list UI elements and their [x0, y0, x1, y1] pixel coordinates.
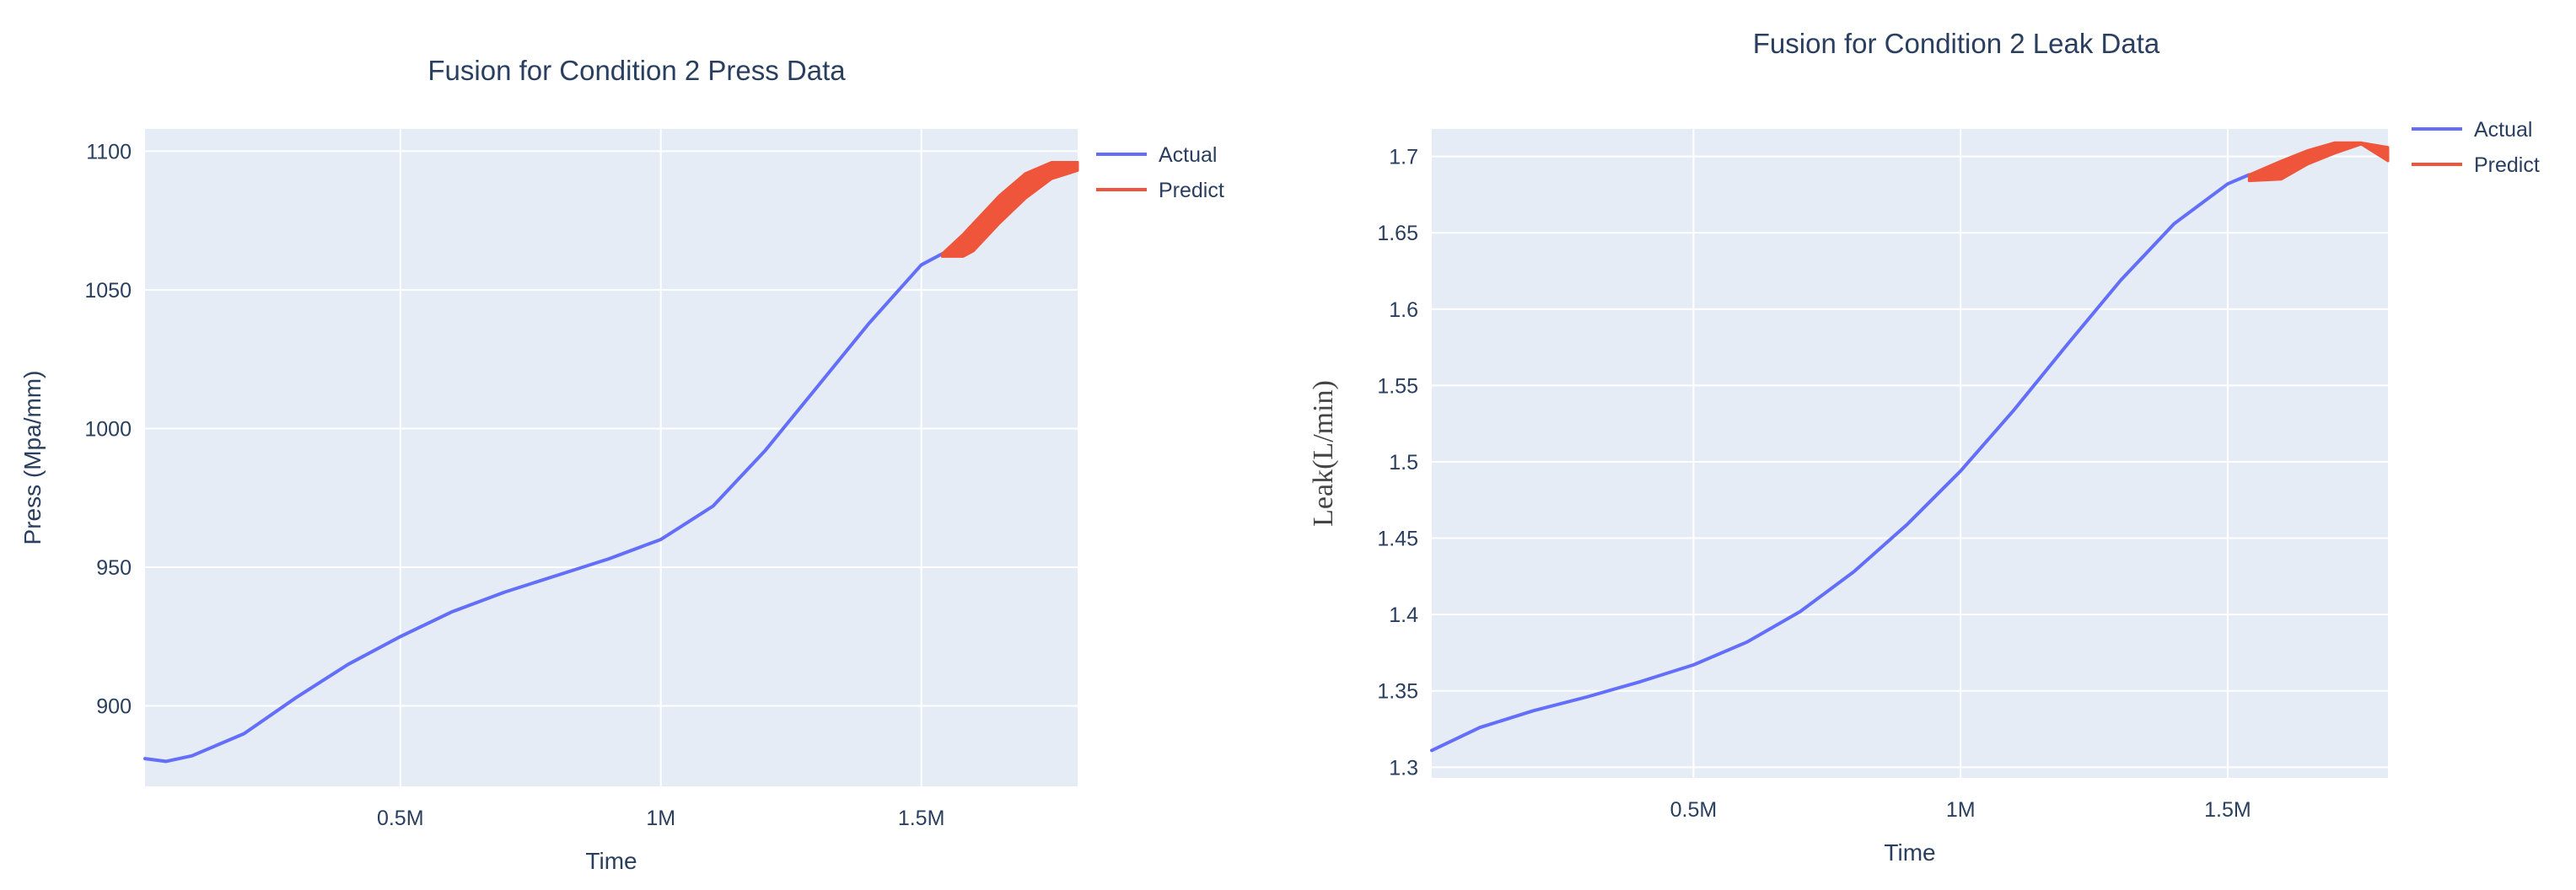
y-tick-label: 1.7 [1389, 146, 1418, 169]
x-tick-label: 0.5M [1670, 798, 1718, 822]
y-tick-label: 1000 [84, 417, 132, 441]
actual-series-line [143, 252, 944, 764]
leak-chart-panel: 0.5M 1M 1.5M 1.3 1.35 1.4 1.45 1.5 1.55 1.6 1.65 1.… [1282, 0, 2576, 886]
y-tick-label: 1.35 [1377, 680, 1418, 704]
press-chart: 0.5M 1M 1.5M 900 950 1000 1050 1100 Fusion for C… [19, 55, 1224, 874]
chart-title: Fusion for Condition 2 Press Data [428, 55, 846, 86]
plot-area [145, 129, 1078, 786]
press-chart-panel: 0.5M 1M 1.5M 900 950 1000 1050 1100 Fusion for C… [0, 0, 1282, 886]
y-tick-label: 1.65 [1377, 222, 1418, 245]
x-tick-label: 1.5M [898, 807, 945, 830]
y-tick-label: 1.4 [1389, 603, 1418, 627]
plot-area [1432, 129, 2388, 778]
y-tick-label: 900 [96, 695, 132, 719]
y-tick-label: 950 [96, 556, 132, 580]
y-tick-label: 1.5 [1389, 451, 1418, 474]
legend-label-actual: Actual [2474, 118, 2532, 142]
legend-label-predict: Predict [1159, 179, 1224, 202]
predict-band [2247, 141, 2390, 183]
x-tick-label: 1.5M [2204, 798, 2251, 822]
predict-band [940, 161, 1079, 258]
y-tick-label: 1100 [86, 140, 132, 164]
chart-title: Fusion for Condition 2 Leak Data [1753, 28, 2160, 59]
x-tick-label: 0.5M [377, 807, 424, 830]
x-axis-label: Time [1884, 839, 1935, 866]
y-tick-label: 1.55 [1377, 374, 1418, 398]
y-tick-label: 1050 [84, 279, 132, 303]
y-tick-label: 1.45 [1377, 528, 1418, 551]
y-tick-label: 1.6 [1389, 298, 1418, 322]
legend-label-predict: Predict [2474, 153, 2540, 177]
x-tick-label: 1M [1946, 798, 1976, 822]
x-tick-label: 1M [646, 807, 675, 830]
leak-chart: 0.5M 1M 1.5M 1.3 1.35 1.4 1.45 1.5 1.55 1.6 1.65 1.… [1308, 28, 2540, 866]
y-axis-label: Leak(L/min) [1308, 380, 1339, 527]
x-axis-label: Time [585, 848, 637, 874]
actual-series-line [1430, 173, 2251, 753]
legend-label-actual: Actual [1159, 143, 1217, 167]
y-axis-label: Press (Mpa/mm) [19, 371, 46, 545]
y-tick-label: 1.3 [1389, 756, 1418, 780]
